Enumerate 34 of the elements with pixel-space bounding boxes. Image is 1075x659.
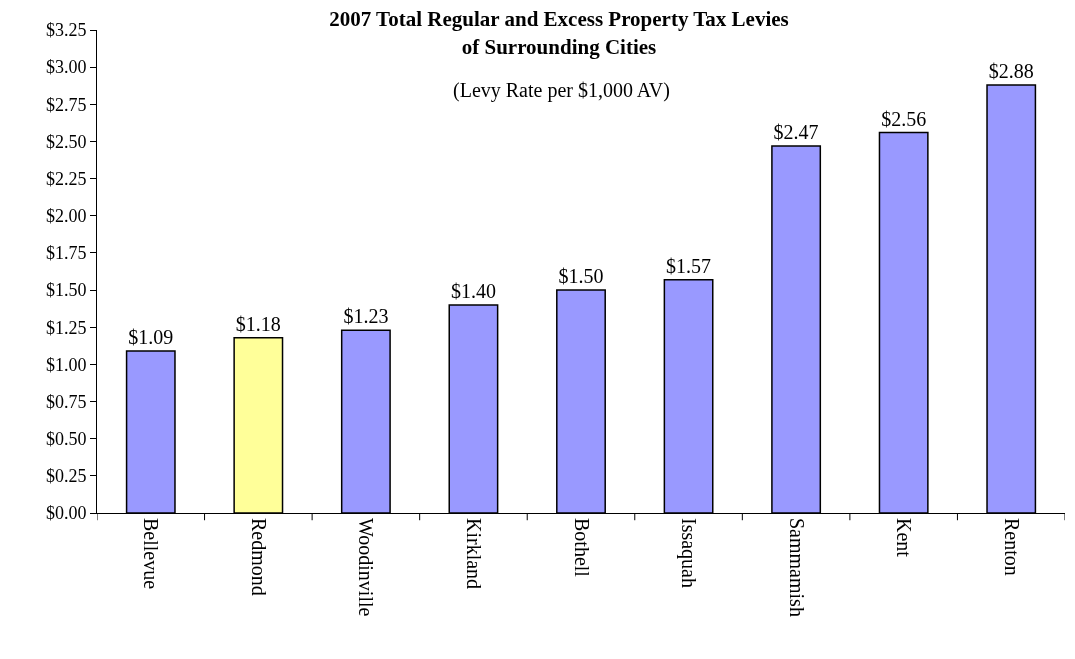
x-tick-label: Issaquah (677, 518, 701, 588)
data-label: $2.47 (773, 120, 819, 143)
chart-title: 2007 Total Regular and Excess Property Tax Levies of Surrounding Cities (329, 7, 789, 59)
data-label: $2.88 (988, 59, 1034, 82)
y-tick-label: $1.75 (45, 243, 87, 264)
data-label: $1.57 (666, 254, 712, 277)
data-label: $2.56 (881, 107, 927, 130)
text: (Levy Rate per $1,000 AV) (453, 79, 670, 102)
y-tick-label: $0.25 (45, 466, 87, 487)
y-tick-label: $0.00 (45, 503, 87, 524)
x-tick-label: Renton (1000, 518, 1023, 576)
y-tick-label: $1.00 (45, 354, 87, 375)
data-label: $1.18 (235, 312, 281, 335)
x-tick-label: Redmond (247, 518, 270, 596)
x-tick-label: Bothell (570, 518, 593, 578)
y-tick-label: $0.50 (45, 428, 87, 449)
y-tick-label: $2.75 (45, 94, 87, 115)
y-tick-label: $3.00 (45, 57, 87, 78)
data-label: $1.09 (128, 326, 174, 349)
x-tick-label: Bellevue (140, 518, 163, 590)
x-tick-label: Sammamish (785, 518, 808, 617)
y-tick-label: $0.75 (45, 391, 87, 412)
y-tick-label: $2.00 (45, 206, 87, 227)
y-tick-label: $1.50 (45, 280, 87, 301)
y-tick-label: $1.25 (45, 317, 87, 338)
data-label: $1.50 (558, 265, 604, 288)
x-tick-label: Kirkland (462, 518, 485, 590)
x-tick-label: Kent (893, 518, 916, 558)
y-tick-label: $2.25 (45, 168, 87, 189)
y-tick-label: $2.50 (45, 131, 87, 152)
data-label: $1.23 (343, 305, 389, 328)
data-label: $1.40 (450, 279, 496, 302)
x-tick-label: Woodinville (355, 518, 378, 617)
y-tick-label: $3.25 (45, 20, 87, 41)
